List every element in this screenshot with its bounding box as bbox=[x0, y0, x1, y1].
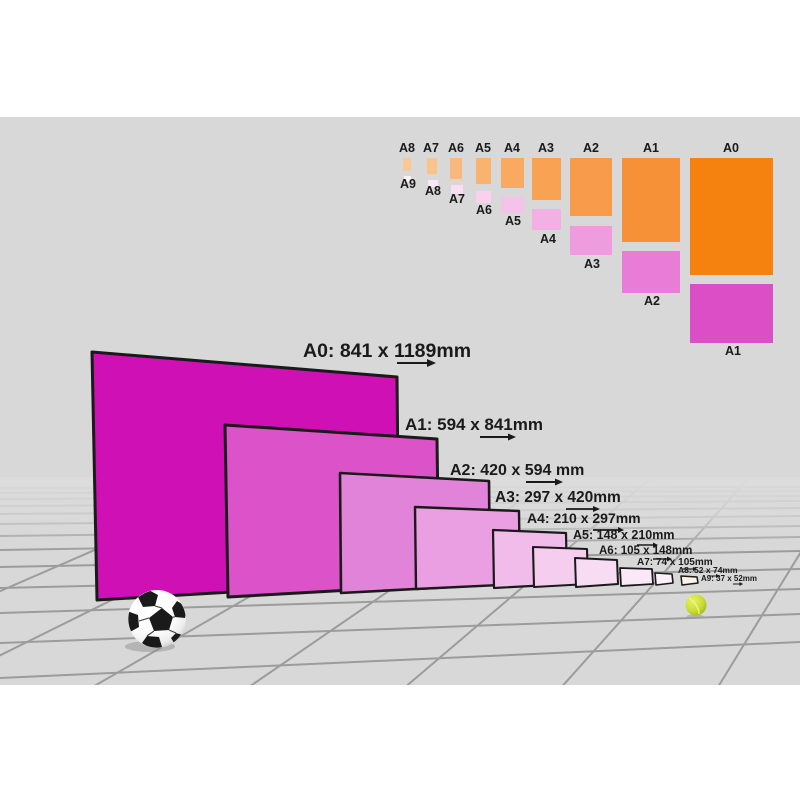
right-arrow-icon bbox=[693, 567, 697, 571]
pentagon-patch bbox=[128, 611, 139, 632]
flat-size-chart: A8 A7 A6 A5 A4 A3 A2 A1 A0 A9 A8 A7 A6 A… bbox=[399, 141, 773, 358]
grid-line bbox=[229, 477, 800, 685]
ball-shadow bbox=[686, 614, 704, 619]
seam-line bbox=[688, 597, 700, 615]
right-arrow-icon bbox=[653, 542, 658, 548]
flat-label-bottom-a5: A5 bbox=[505, 214, 521, 228]
sheet-a6-label: A6: 105 x 148mm bbox=[599, 545, 692, 557]
sheet-a7-label: A7: 74 x 105mm bbox=[637, 557, 713, 568]
flat-label-bottom-a3: A3 bbox=[584, 257, 600, 271]
flat-label-bottom-a6: A6 bbox=[476, 203, 492, 217]
sheet-a8-label: A8: 52 x 74mm bbox=[678, 565, 738, 575]
sheet-a4-label: A4: 210 x 297mm bbox=[527, 510, 641, 526]
right-arrow-icon bbox=[508, 433, 516, 441]
flat-landscape-a6 bbox=[476, 191, 491, 203]
flat-landscape-a1 bbox=[690, 284, 773, 343]
right-arrow-icon bbox=[618, 527, 624, 533]
grid-line bbox=[389, 477, 800, 685]
sheet-a9 bbox=[680, 575, 699, 586]
flat-portrait-a8 bbox=[403, 158, 411, 171]
flat-portrait-a0 bbox=[690, 158, 773, 275]
right-arrow-icon bbox=[427, 359, 436, 367]
flat-landscape-a3 bbox=[570, 226, 612, 255]
flat-label-top-a5: A5 bbox=[475, 141, 491, 155]
sheet-a3-label: A3: 297 x 420mm bbox=[495, 489, 621, 506]
right-arrow-icon bbox=[667, 556, 672, 562]
sheet-a9-label: A9: 37 x 52mm bbox=[701, 574, 757, 583]
flat-label-top-a7: A7 bbox=[423, 141, 439, 155]
flat-landscape-a5 bbox=[501, 197, 524, 213]
flat-label-bottom-a1: A1 bbox=[725, 344, 741, 358]
right-arrow-icon bbox=[716, 574, 720, 578]
ball-seams bbox=[138, 605, 177, 637]
flat-label-top-a3: A3 bbox=[538, 141, 554, 155]
flat-label-top-a6: A6 bbox=[448, 141, 464, 155]
sheet-a2-label: A2: 420 x 594 mm bbox=[450, 462, 584, 479]
sheet-a7 bbox=[619, 567, 654, 587]
sheet-a6 bbox=[574, 557, 619, 588]
sheet-labels: A0: 841 x 1189mm A1: 594 x 841mm A2: 420… bbox=[303, 340, 757, 586]
flat-landscape-a4 bbox=[532, 209, 561, 230]
flat-portrait-a7 bbox=[427, 158, 437, 174]
flat-portrait-a2 bbox=[570, 158, 612, 216]
flat-portrait-a6 bbox=[450, 158, 462, 179]
soccer-ball bbox=[125, 590, 186, 652]
grid-line bbox=[69, 477, 800, 685]
seam-line bbox=[168, 629, 177, 634]
flat-portrait-a1 bbox=[622, 158, 680, 242]
flat-label-top-a2: A2 bbox=[583, 141, 599, 155]
sheet-a1-label: A1: 594 x 841mm bbox=[405, 415, 543, 434]
seam-line bbox=[154, 605, 163, 609]
sheet-a5-label: A5: 148 x 210mm bbox=[573, 528, 674, 542]
grid-line bbox=[0, 613, 800, 644]
sheet-a8 bbox=[654, 572, 674, 586]
flat-landscape-a7 bbox=[451, 185, 463, 194]
sheet-a0-label: A0: 841 x 1189mm bbox=[303, 340, 471, 362]
flat-label-top-a1: A1 bbox=[643, 141, 659, 155]
flat-label-bottom-a4: A4 bbox=[540, 232, 556, 246]
flat-label-top-a0: A0 bbox=[723, 141, 739, 155]
perspective-sheets bbox=[90, 350, 699, 602]
right-arrow-icon bbox=[593, 506, 600, 512]
flat-landscape-a9 bbox=[404, 176, 411, 182]
flat-label-top-a8: A8 bbox=[399, 141, 415, 155]
tennis-ball bbox=[685, 594, 707, 619]
grid-line bbox=[0, 641, 800, 679]
seam-line bbox=[138, 617, 150, 622]
grid-line bbox=[0, 477, 800, 685]
flat-label-bottom-a8: A8 bbox=[425, 184, 441, 198]
grid-line bbox=[709, 477, 800, 685]
flat-portrait-a4 bbox=[501, 158, 524, 188]
flat-landscape-a2 bbox=[622, 251, 680, 293]
flat-landscape-a8 bbox=[428, 180, 438, 187]
grid-line bbox=[549, 477, 800, 685]
flat-portrait-a5 bbox=[476, 158, 491, 184]
flat-label-bottom-a7: A7 bbox=[449, 192, 465, 206]
pentagon-patch bbox=[149, 608, 173, 631]
right-arrow-icon bbox=[739, 582, 743, 586]
right-arrow-icon bbox=[555, 478, 563, 486]
seam-line bbox=[146, 630, 155, 637]
flat-label-bottom-a9: A9 bbox=[400, 177, 416, 191]
flat-label-bottom-a2: A2 bbox=[644, 294, 660, 308]
flat-portrait-a3 bbox=[532, 158, 561, 200]
flat-label-top-a4: A4 bbox=[504, 141, 520, 155]
